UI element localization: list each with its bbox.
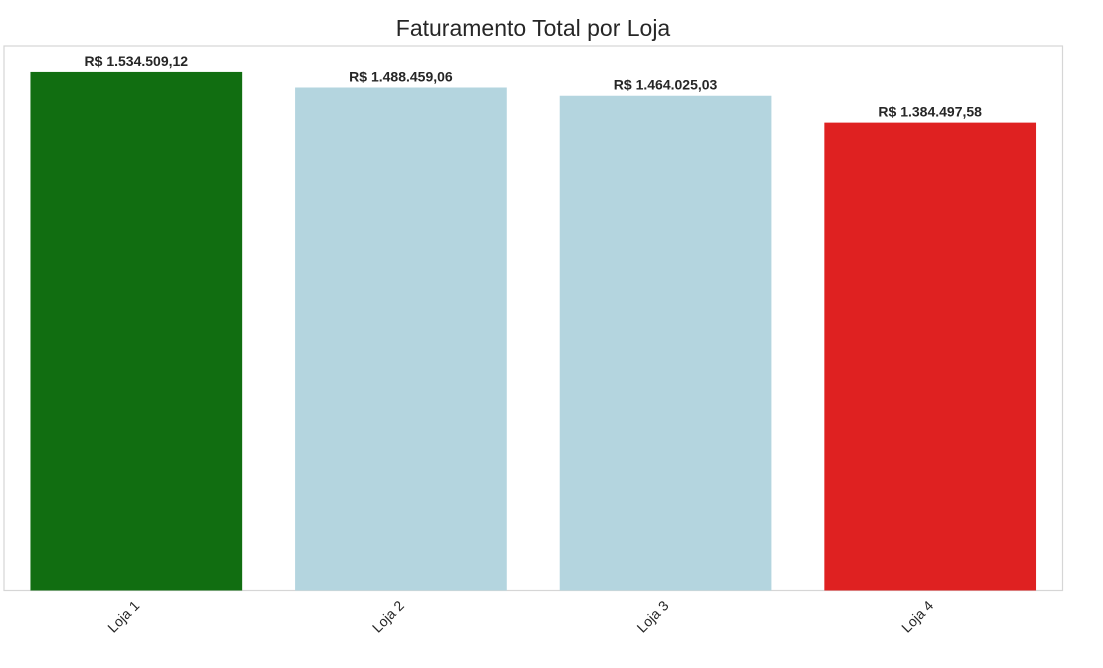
chart-title: Faturamento Total por Loja	[396, 15, 671, 41]
x-tick-label-4: Loja 4	[898, 597, 936, 635]
bar-1	[30, 71, 243, 591]
x-tick-label-1: Loja 1	[104, 597, 142, 635]
bar-value-label-4: R$ 1.384.497,58	[878, 104, 982, 120]
plot-area-frame	[3, 45, 1064, 592]
bars-group	[30, 71, 1037, 591]
x-tick-label-3: Loja 3	[633, 597, 671, 635]
x-tick-label-2: Loja 2	[369, 597, 407, 635]
x-tick-labels-group: Loja 1 Loja 2 Loja 3 Loja 4	[104, 597, 936, 635]
bar-value-label-3: R$ 1.464.025,03	[614, 77, 718, 93]
bar-value-label-2: R$ 1.488.459,06	[349, 68, 453, 84]
bar-4	[824, 122, 1037, 591]
bar-3	[559, 95, 772, 591]
bar-2	[295, 87, 507, 591]
value-labels-group: R$ 1.534.509,12 R$ 1.488.459,06 R$ 1.464.0…	[85, 53, 983, 120]
bar-value-label-1: R$ 1.534.509,12	[85, 53, 189, 69]
